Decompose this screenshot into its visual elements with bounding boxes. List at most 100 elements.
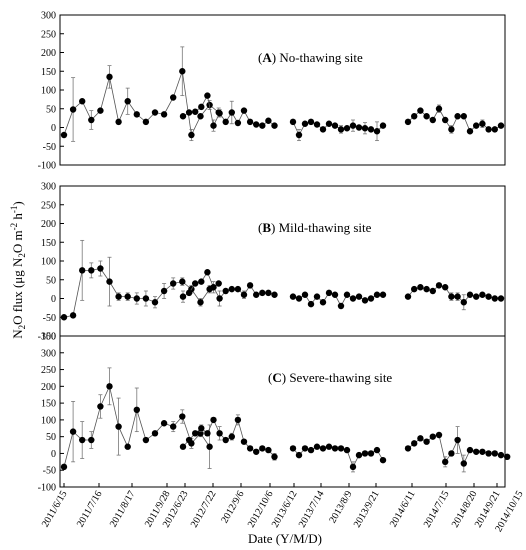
data-point <box>361 125 369 132</box>
data-point <box>198 103 205 111</box>
y-tick-label: 0 <box>51 294 56 305</box>
data-point <box>259 122 266 129</box>
data-point <box>271 122 278 129</box>
data-point <box>210 416 217 424</box>
data-point <box>479 448 486 455</box>
data-point <box>160 111 168 118</box>
data-point <box>228 109 235 116</box>
data-point <box>417 284 424 291</box>
x-tick-label: 2012/7/22 <box>189 489 219 530</box>
data-point <box>473 448 480 455</box>
data-point <box>417 107 424 114</box>
data-point <box>234 285 242 293</box>
data-point <box>97 107 104 114</box>
data-point <box>179 443 187 450</box>
data-point <box>479 120 486 127</box>
data-point <box>325 289 333 297</box>
data-point <box>485 450 492 457</box>
data-point <box>319 126 327 133</box>
data-point <box>88 436 95 444</box>
data-point <box>423 285 430 293</box>
data-point <box>423 113 430 120</box>
data-point <box>448 293 455 300</box>
data-point <box>204 92 211 99</box>
data-point <box>313 121 321 128</box>
data-point <box>435 105 443 112</box>
data-point <box>106 73 113 81</box>
data-point <box>349 295 357 302</box>
data-point <box>216 295 223 302</box>
data-point <box>361 450 369 457</box>
y-axis-label: N2O flux (μg N2O m-2 h-1) <box>9 201 27 339</box>
y-tick-label: 300 <box>41 182 56 193</box>
data-point <box>259 445 266 452</box>
data-point <box>301 291 309 298</box>
panel-a: -100 -50 0 50 100 150 200 250 300 (A) No-thawing … <box>38 11 506 172</box>
data-point <box>210 284 217 291</box>
data-point <box>473 293 480 300</box>
data-point <box>301 445 309 452</box>
plot-frame <box>59 335 506 488</box>
data-point <box>115 118 122 126</box>
data-point <box>429 433 436 440</box>
data-point <box>240 291 248 298</box>
data-point <box>228 285 235 293</box>
data-point <box>160 287 168 295</box>
y-tick-label: 0 <box>51 449 56 460</box>
data-point <box>337 445 345 452</box>
data-point <box>204 269 211 276</box>
data-point <box>124 98 131 105</box>
data-point <box>295 295 303 302</box>
data-point <box>240 107 248 114</box>
data-point <box>497 451 505 459</box>
data-point <box>253 291 260 298</box>
data-point <box>331 445 339 452</box>
data-point <box>240 438 248 445</box>
data-point <box>307 118 315 126</box>
y-tick-label: 350 <box>41 332 56 343</box>
y-tick-label: 50 <box>46 104 56 115</box>
data-point <box>60 131 68 139</box>
data-point <box>331 122 339 129</box>
series-line <box>63 268 219 318</box>
panel-b: -100 -50 0 50 100 150 200 250 300 (B) Mild-thawin… <box>38 182 506 343</box>
data-point <box>79 98 86 105</box>
data-point <box>337 302 345 310</box>
data-point <box>367 126 375 133</box>
data-point <box>504 453 511 460</box>
data-point <box>142 118 150 126</box>
x-tick-label: 2013/7/14 <box>297 489 327 530</box>
data-point <box>301 120 309 127</box>
data-point <box>319 445 327 452</box>
data-point <box>411 113 418 120</box>
panel-title: (C) Severe-thawing site <box>268 370 392 385</box>
data-point <box>442 284 449 291</box>
data-point <box>216 110 223 117</box>
data-point <box>404 445 412 452</box>
data-point <box>204 430 211 437</box>
data-point <box>216 430 223 437</box>
y-tick-label: -50 <box>43 313 56 324</box>
data-point <box>454 293 461 300</box>
data-point <box>331 291 339 298</box>
data-point <box>404 293 412 300</box>
data-point <box>234 416 242 424</box>
data-point <box>343 291 351 298</box>
data-point <box>179 68 186 75</box>
data-point <box>79 436 86 444</box>
data-point <box>133 295 140 302</box>
data-point <box>79 267 86 274</box>
data-point <box>265 446 272 454</box>
data-point <box>313 443 321 450</box>
y-tick-label: 150 <box>41 399 56 410</box>
y-tick-label: -100 <box>38 161 56 172</box>
y-tick-label: 300 <box>41 348 56 359</box>
y-tick-label: -50 <box>43 466 56 477</box>
data-point <box>106 278 113 285</box>
data-point <box>124 293 131 300</box>
data-point <box>222 436 229 444</box>
data-point <box>454 113 461 120</box>
data-point <box>448 126 455 133</box>
data-point <box>197 113 204 120</box>
y-tick-label: 250 <box>41 365 56 376</box>
